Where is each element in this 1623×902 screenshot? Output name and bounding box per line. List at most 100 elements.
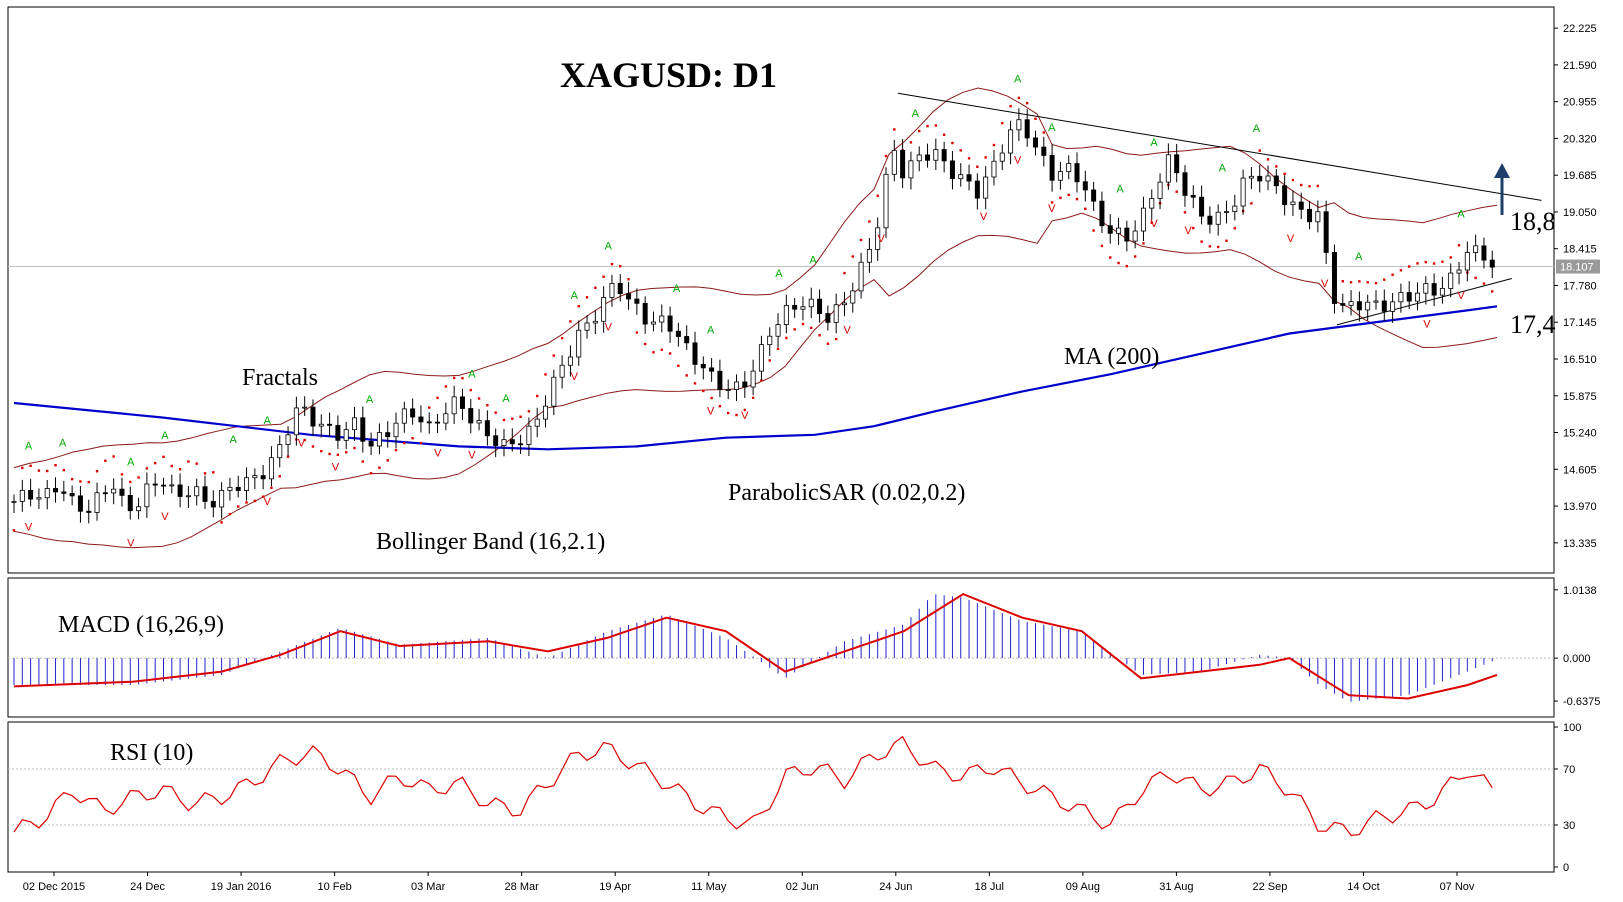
candle-body: [435, 421, 441, 424]
resistance-level-label: 18,8: [1510, 207, 1556, 236]
price-axis-label: 13.335: [1563, 538, 1597, 550]
sar-dot: [868, 220, 871, 223]
candle-body: [875, 227, 881, 250]
candle-body: [343, 429, 349, 441]
sar-dot: [544, 373, 547, 376]
sar-dot: [1258, 149, 1261, 152]
sar-dot: [743, 408, 747, 412]
candle-body: [1307, 208, 1313, 223]
candle-body: [1099, 200, 1105, 227]
sar-dot: [1308, 185, 1311, 188]
macd-axis-label: 0.000: [1563, 653, 1591, 665]
candle-body: [725, 389, 731, 391]
sar-dot: [237, 505, 240, 508]
candle-body: [1240, 177, 1246, 207]
fractal-down-marker: V: [1048, 203, 1056, 215]
sar-dot: [203, 472, 207, 475]
ma-label: MA (200): [1064, 344, 1159, 370]
sar-dot: [984, 156, 987, 159]
sar-dot: [104, 459, 107, 462]
candle-body: [675, 330, 681, 337]
candle-body: [493, 435, 499, 446]
sar-dot: [112, 455, 115, 458]
current-price-marker: [1556, 259, 1600, 274]
sar-dot: [502, 418, 506, 422]
candle-body: [468, 408, 474, 424]
candle-body: [825, 313, 831, 323]
sar-dot: [926, 124, 929, 128]
sar-dot: [668, 352, 672, 355]
sar-dot: [760, 379, 763, 382]
fractal-up-marker: A: [59, 438, 67, 450]
candle-body: [1041, 146, 1047, 156]
candle-body: [1448, 272, 1454, 289]
ma200-line: [13, 305, 1498, 451]
sar-dot: [21, 466, 24, 470]
sar-dot: [1250, 202, 1253, 205]
fractal-up-marker: A: [161, 430, 169, 442]
candle-body: [567, 356, 573, 366]
sar-dot: [884, 154, 888, 158]
price-axis-label: 13.970: [1563, 501, 1597, 513]
candle-body: [833, 304, 839, 323]
rsi-axis-label: 0: [1563, 862, 1569, 874]
candle-body: [1348, 301, 1354, 306]
fractal-down-marker: V: [264, 496, 272, 508]
sar-dot: [1283, 172, 1286, 176]
current-price-label: 18.107: [1560, 262, 1594, 274]
candle-body: [1165, 154, 1171, 183]
sar-dot: [1374, 281, 1378, 285]
candle-body: [916, 154, 922, 162]
sar-dot: [826, 342, 830, 345]
price-axis-label: 17.780: [1563, 280, 1597, 292]
sar-dot: [311, 445, 315, 448]
rsi-layer: [8, 735, 1554, 837]
fractal-down-marker: V: [741, 410, 749, 422]
x-axis-label: 24 Dec: [130, 881, 165, 893]
candle-body: [53, 488, 59, 493]
candle-body: [1232, 205, 1238, 213]
sar-dot: [627, 278, 630, 281]
sar-dot: [378, 466, 381, 469]
x-axis-label: 22 Sep: [1252, 881, 1287, 893]
candle-body: [534, 418, 540, 427]
sar-dot: [29, 464, 32, 468]
candle-body: [667, 315, 673, 332]
candle-body: [792, 304, 798, 310]
sar-dot: [810, 326, 813, 330]
candle-body: [1473, 245, 1479, 253]
sar-dot: [1009, 105, 1012, 108]
sar-dot: [552, 354, 556, 357]
x-axis-label: 07 Nov: [1440, 881, 1475, 893]
macd-axis-label: 1.0138: [1563, 585, 1597, 597]
candle-body: [858, 261, 864, 292]
price-axis-label: 15.240: [1563, 428, 1597, 440]
candle-body: [1199, 196, 1205, 217]
sar-dot: [1059, 196, 1062, 200]
candle-body: [576, 329, 582, 358]
sar-dot: [976, 165, 979, 168]
candle-body: [925, 154, 931, 161]
candle-body: [260, 475, 266, 480]
sar-dot: [1408, 265, 1411, 268]
x-axis-label: 10 Feb: [317, 881, 351, 893]
candle-body: [1456, 269, 1462, 274]
sar-dot: [577, 305, 580, 308]
candle-body: [1464, 252, 1470, 271]
x-axis-label: 19 Jan 2016: [211, 881, 272, 893]
sar-dot: [1233, 227, 1237, 230]
sar-dot: [220, 521, 223, 524]
rsi-axis-label: 30: [1563, 820, 1575, 832]
candle-body: [268, 457, 274, 480]
macd-axis-label: -0.6375: [1563, 696, 1600, 708]
sar-dot: [934, 124, 938, 127]
sar-label: ParabolicSAR (0.02,0.2): [728, 480, 965, 506]
candle-body: [1340, 303, 1346, 306]
sar-dot: [486, 404, 489, 407]
fractal-down-marker: V: [1423, 319, 1431, 331]
sar-dot: [768, 359, 771, 362]
x-axis-label: 09 Aug: [1066, 881, 1100, 893]
sar-dot: [162, 455, 165, 459]
candle-body: [1082, 181, 1088, 191]
candle-body: [592, 320, 598, 324]
